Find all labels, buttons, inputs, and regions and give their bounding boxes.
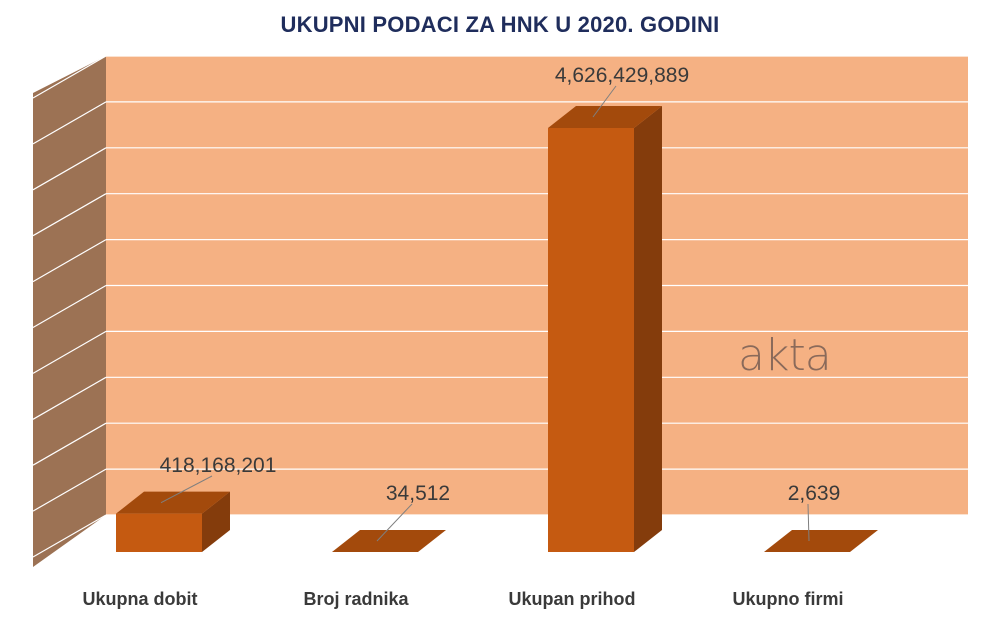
value-label: 2,639: [788, 482, 841, 505]
bar-front: [116, 513, 202, 552]
leader-line: [807, 503, 810, 542]
watermark-logo: akta: [738, 330, 832, 381]
bar-front: [548, 128, 634, 552]
bar-side: [202, 491, 230, 552]
bar-side: [418, 529, 446, 552]
side-wall: [33, 56, 106, 567]
chart-title: UKUPNI PODACI ZA HNK U 2020. GODINI: [280, 12, 720, 37]
bar-ukupno-firmi: [764, 529, 878, 552]
bars: [116, 106, 878, 552]
gridline-side: [32, 193, 107, 237]
bar-top: [332, 529, 446, 552]
bar-side: [850, 529, 878, 552]
category-label: Broj radnika: [303, 589, 409, 609]
bar-ukupan-prihod: [548, 106, 662, 552]
gridline-side: [32, 330, 107, 374]
category-label: Ukupan prihod: [509, 589, 636, 609]
value-label: 4,626,429,889: [555, 64, 689, 87]
leader-line: [160, 475, 213, 504]
bar-broj-radnika: [332, 529, 446, 552]
bar-top: [116, 491, 230, 514]
leader-lines: [160, 85, 810, 542]
gridlines: [32, 55, 968, 558]
value-label: 418,168,201: [160, 454, 277, 477]
gridline-side: [32, 55, 107, 99]
bar-top: [548, 106, 662, 128]
gridline-side: [32, 376, 107, 420]
gridline-side: [32, 422, 107, 466]
gridline-side: [32, 147, 107, 191]
bar-top: [764, 529, 878, 552]
gridline-side: [32, 101, 107, 145]
bar-ukupna-dobit: [116, 491, 230, 552]
value-label: 34,512: [386, 482, 450, 505]
bar-side: [634, 106, 662, 552]
leader-line: [376, 503, 413, 542]
gridline-side: [32, 284, 107, 329]
category-label: Ukupna dobit: [83, 589, 198, 609]
gridline-side: [32, 239, 107, 283]
gridline-side: [32, 468, 107, 512]
leader-line: [592, 85, 617, 118]
gridline-side: [32, 514, 107, 558]
labels: 418,168,201 Ukupna dobit 34,512 Broj radnik…: [83, 64, 844, 609]
category-label: Ukupno firmi: [733, 589, 844, 609]
